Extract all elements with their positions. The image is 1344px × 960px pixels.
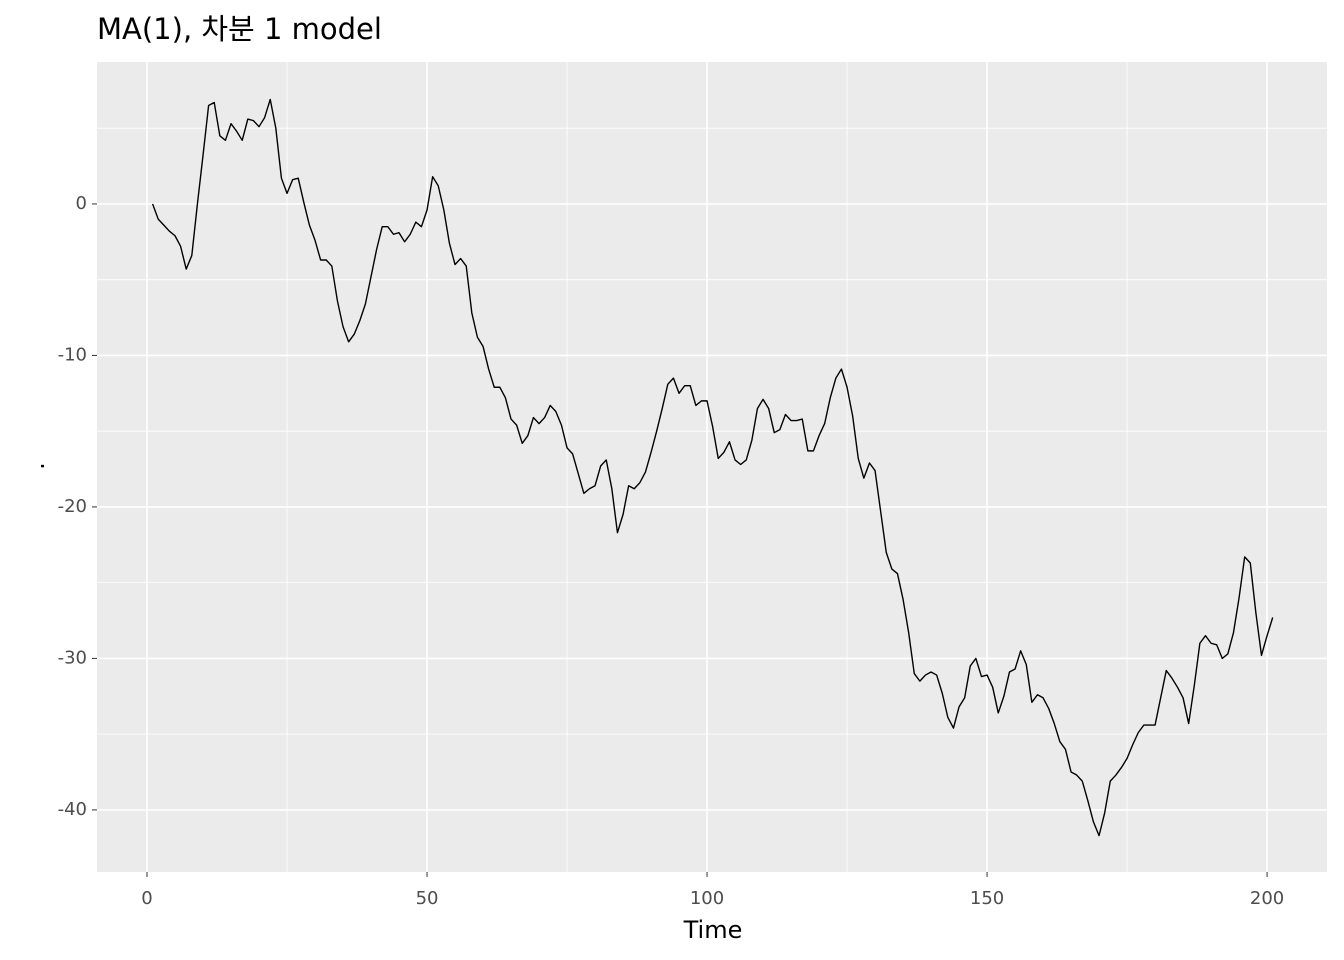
grid bbox=[97, 62, 1327, 872]
y-tick-label: -20 bbox=[58, 496, 87, 517]
x-axis-title: Time bbox=[683, 916, 743, 944]
y-tick-label: -10 bbox=[58, 344, 87, 365]
panel bbox=[97, 62, 1327, 872]
y-tick-label: -30 bbox=[58, 647, 87, 668]
y-tick-label: -40 bbox=[58, 799, 87, 820]
x-tick-label: 50 bbox=[416, 888, 439, 909]
x-tick-label: 200 bbox=[1250, 888, 1284, 909]
x-tick-label: 100 bbox=[690, 888, 724, 909]
series-line bbox=[151, 98, 1274, 837]
y-axis-title: . bbox=[22, 462, 50, 470]
x-tick-label: 150 bbox=[970, 888, 1004, 909]
y-tick-label: 0 bbox=[76, 193, 87, 214]
marks bbox=[151, 98, 1274, 837]
x-tick-label: 0 bbox=[141, 888, 152, 909]
chart-title: MA(1), 차분 1 model bbox=[97, 12, 382, 46]
